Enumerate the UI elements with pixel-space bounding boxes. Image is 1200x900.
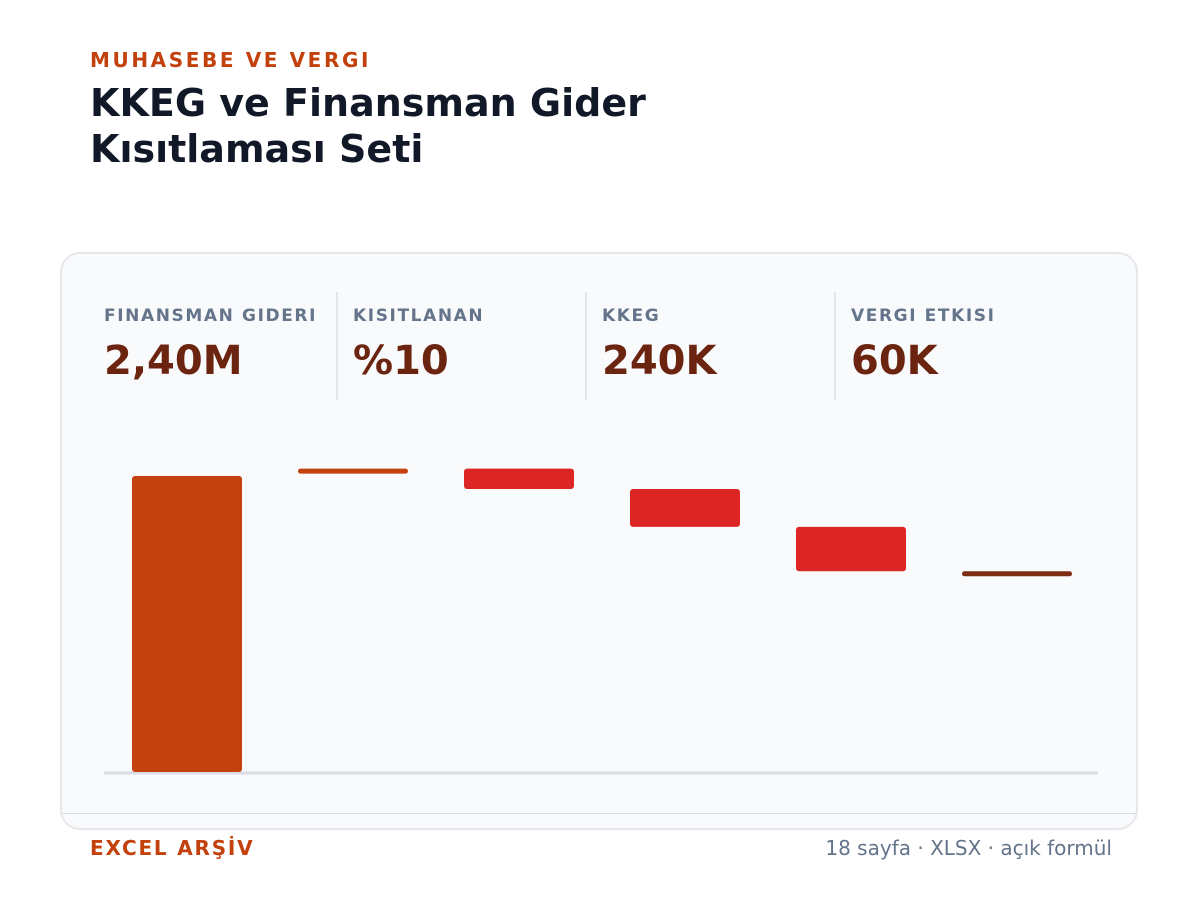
kpi-tax-effect: VERGI ETKISI 60K	[851, 292, 1081, 402]
footer-meta: 18 sayfa · XLSX · açık formül	[825, 836, 1112, 860]
card-divider	[62, 813, 1136, 814]
waterfall-bar-4	[630, 489, 740, 527]
kpi-finance-expense: FINANSMAN GIDERI 2,40M	[104, 292, 334, 402]
kpi-divider	[585, 292, 587, 400]
waterfall-chart	[104, 468, 1098, 775]
kpi-value: 240K	[602, 338, 717, 384]
kpi-label: KKEG	[602, 306, 661, 326]
waterfall-bar-1	[132, 476, 242, 772]
kpi-value: 60K	[851, 338, 938, 384]
kpi-label: FINANSMAN GIDERI	[104, 306, 318, 326]
section-eyebrow: MUHASEBE VE VERGI	[90, 48, 371, 72]
waterfall-bar-6	[962, 571, 1072, 577]
kpi-label: VERGI ETKISI	[851, 306, 996, 326]
chart-card: FINANSMAN GIDERI 2,40M KISITLANAN %10 KK…	[60, 252, 1138, 830]
footer-archive-label: EXCEL ARŞİV	[90, 836, 255, 860]
kpi-value: 2,40M	[104, 338, 243, 384]
kpi-value: %10	[353, 338, 449, 384]
kpi-divider	[834, 292, 836, 400]
kpi-divider	[336, 292, 338, 400]
waterfall-bar-5	[796, 526, 906, 572]
kpi-restricted: KISITLANAN %10	[353, 292, 583, 402]
waterfall-bar-2	[298, 468, 408, 474]
page-title: KKEG ve Finansman Gider Kısıtlaması Seti	[90, 81, 646, 171]
waterfall-bar-3	[464, 468, 574, 490]
kpi-kkeg: KKEG 240K	[602, 292, 832, 402]
kpi-label: KISITLANAN	[353, 306, 485, 326]
